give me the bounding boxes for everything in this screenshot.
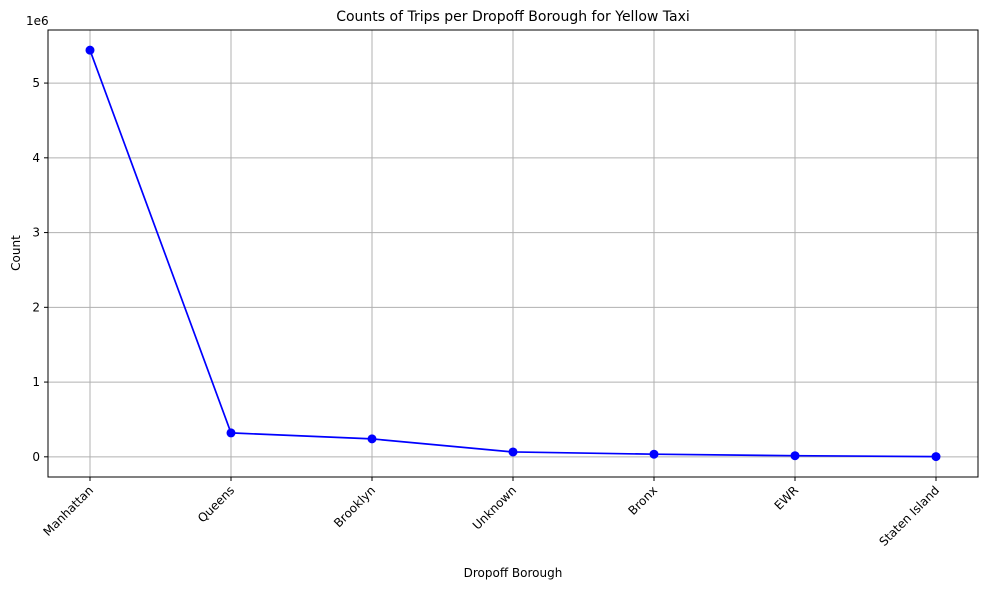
x-tick-label: Unknown xyxy=(470,483,519,532)
x-tick-label: Queens xyxy=(195,483,237,525)
data-point xyxy=(367,434,377,444)
data-point xyxy=(649,449,659,459)
y-tick-label: 5 xyxy=(32,76,40,90)
data-point xyxy=(508,447,518,457)
plot-frame xyxy=(47,29,979,478)
chart-title: Counts of Trips per Dropoff Borough for … xyxy=(336,9,690,25)
axis-ticks: Manhattan Queens Brooklyn Unknown Bronx EWR St… xyxy=(32,76,942,549)
x-tick-label: Manhattan xyxy=(41,483,97,539)
x-tick-label: Brooklyn xyxy=(331,483,378,530)
y-tick-label: 3 xyxy=(32,226,40,240)
y-tick-label: 1 xyxy=(32,375,40,389)
y-offset-label: 1e6 xyxy=(26,14,49,28)
data-series xyxy=(85,45,941,462)
x-tick-label: EWR xyxy=(772,483,802,513)
y-tick-label: 0 xyxy=(32,450,40,464)
data-point xyxy=(85,45,95,55)
data-point xyxy=(931,452,941,462)
y-axis-label: Count xyxy=(9,235,23,271)
data-point xyxy=(790,451,800,461)
y-tick-label: 4 xyxy=(32,151,40,165)
x-tick-label: Staten Island xyxy=(876,483,942,549)
y-tick-label: 2 xyxy=(32,300,40,314)
grid xyxy=(48,30,978,477)
data-point xyxy=(226,428,236,438)
x-axis-label: Dropoff Borough xyxy=(464,566,563,580)
x-tick-label: Bronx xyxy=(626,483,661,518)
